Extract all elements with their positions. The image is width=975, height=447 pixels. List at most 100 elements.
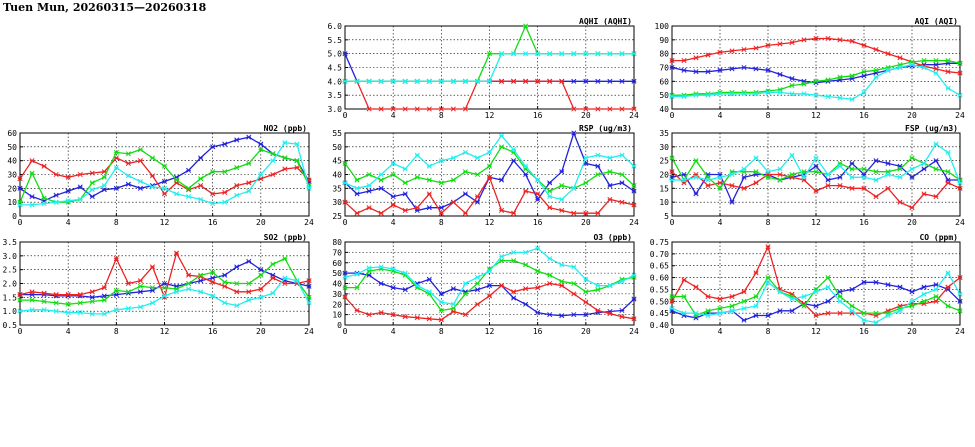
chart-title: AQHI (AQHI) bbox=[579, 17, 632, 26]
data-point-cyan bbox=[631, 51, 637, 57]
data-point-red bbox=[873, 194, 879, 200]
data-point-red bbox=[342, 199, 348, 205]
data-point-red bbox=[149, 264, 156, 270]
data-point-cyan bbox=[885, 67, 891, 73]
data-point-cyan bbox=[89, 311, 95, 317]
data-point-blue bbox=[246, 134, 252, 140]
data-point-blue bbox=[837, 174, 843, 180]
data-point-red bbox=[523, 188, 529, 194]
data-point-blue bbox=[137, 185, 143, 191]
data-point-cyan bbox=[705, 92, 711, 98]
data-point-blue bbox=[17, 185, 23, 191]
data-point-green bbox=[801, 303, 807, 309]
data-point-cyan bbox=[402, 78, 408, 84]
data-point-green bbox=[933, 166, 939, 172]
data-point-green bbox=[354, 285, 360, 291]
data-point-green bbox=[559, 278, 565, 284]
data-point-blue bbox=[234, 264, 240, 270]
data-point-red bbox=[210, 191, 216, 197]
data-point-blue bbox=[693, 191, 699, 197]
data-point-red bbox=[486, 174, 493, 180]
data-point-cyan bbox=[933, 141, 939, 147]
data-point-green bbox=[777, 177, 783, 183]
data-point-green bbox=[173, 177, 180, 183]
y-tick-label: 3.5 bbox=[328, 91, 343, 100]
data-point-red bbox=[945, 180, 951, 186]
data-point-red bbox=[729, 183, 735, 189]
data-point-red bbox=[547, 78, 553, 84]
data-point-red bbox=[681, 58, 687, 64]
data-point-cyan bbox=[957, 92, 963, 98]
data-point-red bbox=[89, 289, 95, 295]
data-point-red bbox=[583, 106, 589, 112]
data-point-blue bbox=[619, 180, 625, 186]
data-point-green bbox=[559, 183, 565, 189]
data-point-red bbox=[402, 106, 408, 112]
data-point-blue bbox=[246, 258, 252, 264]
data-point-green bbox=[837, 74, 843, 80]
y-tick-label: 80 bbox=[332, 238, 342, 247]
data-point-red bbox=[909, 205, 915, 211]
data-point-cyan bbox=[849, 96, 855, 102]
data-point-blue bbox=[595, 78, 601, 84]
data-point-red bbox=[619, 106, 625, 112]
data-point-red bbox=[438, 106, 444, 112]
data-point-red bbox=[705, 293, 711, 300]
data-point-red bbox=[583, 299, 589, 305]
data-point-green bbox=[222, 169, 228, 175]
y-tick-label: 1.5 bbox=[3, 293, 18, 302]
data-point-cyan bbox=[693, 174, 699, 180]
data-point-green bbox=[753, 293, 759, 300]
data-point-red bbox=[438, 210, 444, 216]
data-point-cyan bbox=[173, 191, 180, 197]
data-point-cyan bbox=[41, 200, 47, 207]
x-tick-label: 8 bbox=[766, 111, 771, 120]
data-point-blue bbox=[161, 280, 168, 287]
data-point-cyan bbox=[777, 89, 783, 95]
data-point-green bbox=[486, 51, 493, 57]
data-point-cyan bbox=[873, 177, 879, 183]
y-tick-label: 20 bbox=[7, 184, 17, 193]
data-point-red bbox=[258, 286, 264, 292]
data-point-cyan bbox=[402, 270, 408, 276]
data-point-cyan bbox=[366, 265, 372, 271]
x-tick-label: 24 bbox=[955, 111, 965, 120]
x-tick-label: 16 bbox=[533, 327, 543, 336]
data-point-red bbox=[366, 312, 372, 318]
data-point-cyan bbox=[765, 89, 771, 95]
data-point-cyan bbox=[390, 160, 396, 166]
chart-title: AQI (AQI) bbox=[915, 17, 958, 26]
chart-fsp: 0 4 8 12 16 20 24 5 10 15 20 25 30 35 FSP (ug/m3) bbox=[659, 124, 965, 227]
data-point-blue bbox=[933, 62, 939, 68]
data-point-cyan bbox=[753, 91, 759, 97]
data-point-red bbox=[414, 106, 420, 112]
chart-no2: 0 4 8 12 16 20 24 0 10 20 30 40 50 60 NO2 (ppb) bbox=[7, 124, 314, 227]
data-point-cyan bbox=[547, 194, 553, 200]
data-point-cyan bbox=[474, 78, 481, 84]
y-tick-label: 40 bbox=[332, 171, 342, 180]
data-point-green bbox=[631, 183, 637, 189]
data-point-green bbox=[717, 185, 723, 191]
data-point-cyan bbox=[149, 184, 156, 190]
data-point-red bbox=[825, 310, 831, 316]
data-point-red bbox=[186, 272, 192, 278]
data-point-blue bbox=[583, 78, 589, 84]
x-tick-label: 12 bbox=[811, 327, 821, 336]
data-point-red bbox=[837, 310, 843, 316]
data-point-cyan bbox=[619, 278, 625, 284]
x-tick-label: 4 bbox=[718, 218, 723, 227]
data-point-green bbox=[234, 165, 240, 171]
chart-title: CO (ppm) bbox=[919, 233, 958, 242]
data-point-red bbox=[234, 183, 240, 189]
data-point-red bbox=[342, 294, 348, 300]
data-point-cyan bbox=[474, 274, 481, 280]
data-point-green bbox=[909, 303, 915, 309]
y-tick-label: 10 bbox=[7, 198, 17, 207]
data-point-red bbox=[559, 78, 565, 84]
data-point-cyan bbox=[161, 185, 168, 191]
data-point-red bbox=[77, 292, 83, 298]
data-point-green bbox=[741, 298, 747, 304]
data-point-green bbox=[765, 174, 771, 180]
data-point-cyan bbox=[523, 51, 529, 57]
data-point-cyan bbox=[789, 91, 795, 97]
